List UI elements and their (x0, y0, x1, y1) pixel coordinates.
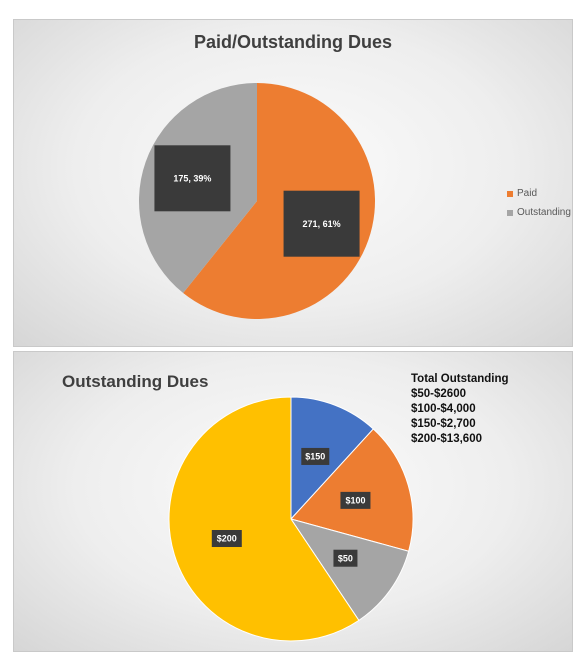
pie-slice-100 (290, 428, 414, 552)
paid-outstanding-pie: 271, 61% 175, 39% (139, 83, 375, 320)
pie-slice-50 (289, 518, 410, 622)
pie-slice-150 (290, 396, 375, 521)
data-label-text: $150 (305, 452, 325, 462)
paid-outstanding-chart: Paid/Outstanding Dues 271, 61% 175, 39% P… (13, 19, 573, 347)
note-line: $150-$2,700 (411, 418, 476, 430)
data-label-200: $200 (211, 530, 242, 548)
data-label-outstanding: 175, 39% (154, 145, 231, 212)
legend-swatch-outstanding (507, 209, 513, 216)
data-label-text: 175, 39% (173, 173, 211, 183)
data-label-150: $150 (301, 447, 330, 465)
chart-legend: Paid Outstanding (507, 184, 571, 222)
chart-title: Paid/Outstanding Dues (193, 32, 393, 52)
data-label-paid: 271, 61% (283, 190, 360, 257)
chart-title: Outstanding Dues (62, 372, 209, 391)
data-label-box (283, 190, 360, 257)
legend-item-outstanding: Outstanding (507, 203, 571, 222)
note-line: $50-$2600 (411, 388, 466, 400)
pie-slice-200 (168, 396, 360, 642)
data-label-box (333, 549, 358, 567)
data-label-text: $200 (217, 534, 237, 544)
data-label-text: $50 (338, 553, 353, 563)
outstanding-dues-chart: Outstanding Dues $150 $100 $50 $200 Total O… (13, 351, 573, 652)
pie-slice-paid (183, 83, 375, 320)
data-label-box (301, 447, 330, 465)
note-line: $100-$4,000 (411, 403, 476, 415)
legend-item-paid: Paid (507, 184, 571, 203)
data-label-50: $50 (333, 549, 358, 567)
legend-label: Outstanding (517, 207, 571, 218)
legend-label: Paid (517, 188, 538, 199)
data-label-box (211, 530, 242, 548)
outstanding-dues-pie: $150 $100 $50 $200 (168, 396, 414, 642)
data-label-box (340, 491, 371, 509)
legend-swatch-paid (507, 190, 513, 197)
data-label-text: $100 (345, 496, 365, 506)
data-label-text: 271, 61% (303, 219, 341, 229)
note-line: $200-$13,600 (411, 433, 482, 445)
data-label-box (154, 145, 231, 212)
data-label-100: $100 (340, 491, 371, 509)
note-heading: Total Outstanding (411, 373, 509, 385)
total-outstanding-note: Total Outstanding $50-$2600 $100-$4,000 … (411, 372, 509, 447)
